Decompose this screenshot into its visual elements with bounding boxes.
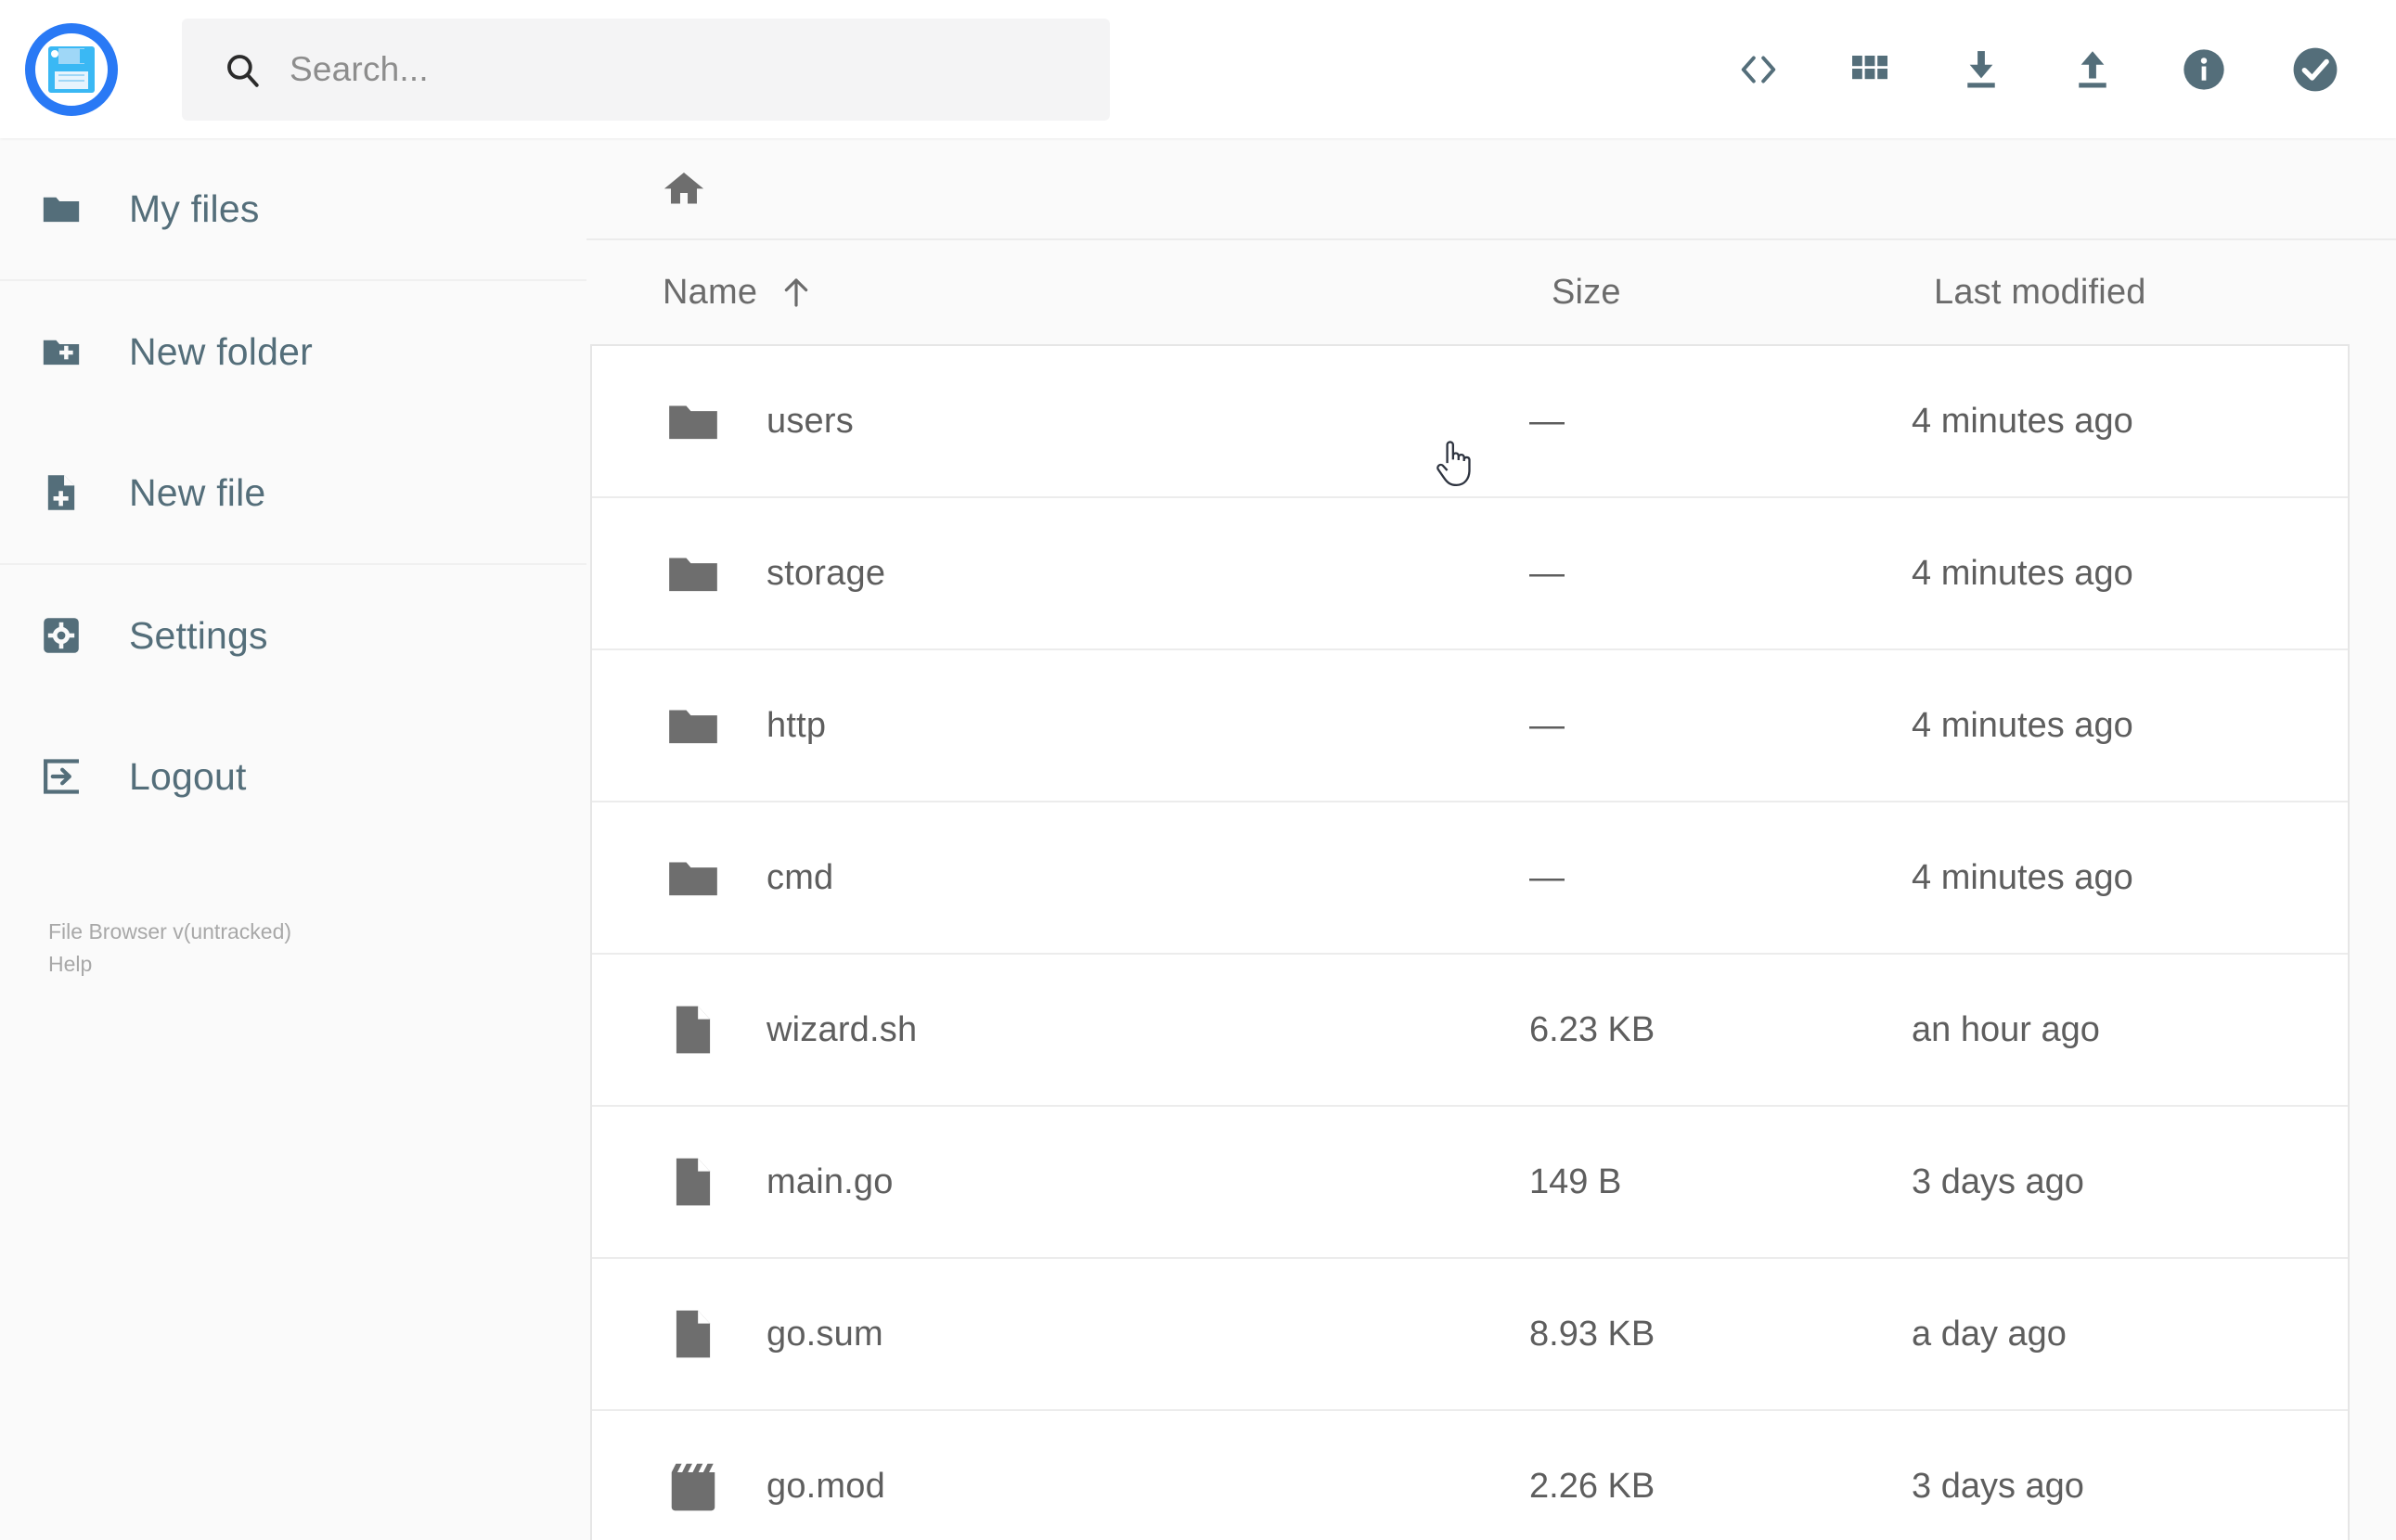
folder-icon [664, 392, 722, 450]
row-size: 2.26 KB [1529, 1466, 1655, 1506]
row-size: — [1529, 705, 1565, 745]
row-name: wizard.sh [766, 1009, 918, 1049]
file-listing: users — 4 minutes ago storage — 4 minutes ago… [590, 344, 2350, 1540]
sidebar-footer: File Browser v(untracked) Help [48, 916, 291, 981]
file-icon [664, 1001, 722, 1059]
column-label-name: Name [663, 272, 758, 312]
row-name: go.mod [766, 1466, 885, 1506]
row-modified: 4 minutes ago [1912, 401, 2133, 441]
row-modified: 3 days ago [1912, 1466, 2084, 1506]
sidebar-group-account: Settings Logout [0, 565, 586, 847]
grid-view-icon[interactable] [1845, 45, 1895, 95]
row-modified: an hour ago [1912, 1009, 2100, 1049]
check-circle-icon[interactable] [2290, 45, 2340, 95]
folder-icon [664, 545, 722, 602]
sidebar-item-logout[interactable]: Logout [0, 706, 586, 847]
table-row[interactable]: main.go 149 B 3 days ago [592, 1107, 2348, 1259]
row-size: 8.93 KB [1529, 1314, 1655, 1354]
sidebar-group-create: New folder New file [0, 281, 586, 565]
header-toolbar [1733, 45, 2340, 95]
file-plus-icon [40, 471, 83, 514]
sidebar-item-settings[interactable]: Settings [0, 565, 586, 706]
file-icon [664, 1305, 722, 1363]
row-name: go.sum [766, 1314, 883, 1354]
arrow-up-icon [778, 274, 815, 311]
table-row[interactable]: users — 4 minutes ago [592, 346, 2348, 498]
sidebar-item-new-file[interactable]: New file [0, 422, 586, 563]
app-logo[interactable] [23, 21, 120, 118]
help-link[interactable]: Help [48, 952, 93, 976]
folder-icon [40, 187, 83, 230]
row-size: — [1529, 553, 1565, 593]
row-size: 6.23 KB [1529, 1009, 1655, 1049]
row-modified: 4 minutes ago [1912, 857, 2133, 897]
row-name: storage [766, 553, 886, 593]
folder-icon [664, 697, 722, 754]
home-icon[interactable] [663, 167, 705, 210]
column-header-modified[interactable]: Last modified [1934, 272, 2146, 312]
row-name: users [766, 401, 854, 441]
app-version-text: File Browser v(untracked) [48, 919, 292, 943]
row-name: http [766, 705, 827, 745]
sidebar-item-label: New folder [129, 329, 313, 373]
row-name: cmd [766, 857, 834, 897]
sidebar-item-label: My files [129, 186, 260, 230]
column-header-size[interactable]: Size [1552, 272, 1621, 312]
gear-icon [40, 614, 83, 657]
folder-icon [664, 849, 722, 906]
folder-plus-icon [40, 330, 83, 373]
sidebar-item-new-folder[interactable]: New folder [0, 281, 586, 422]
table-row[interactable]: cmd — 4 minutes ago [592, 802, 2348, 955]
row-name: main.go [766, 1161, 894, 1201]
table-row[interactable]: go.mod 2.26 KB 3 days ago [592, 1411, 2348, 1540]
table-row[interactable]: wizard.sh 6.23 KB an hour ago [592, 955, 2348, 1107]
row-modified: a day ago [1912, 1314, 2067, 1354]
sidebar-group-files: My files [0, 138, 586, 281]
row-modified: 4 minutes ago [1912, 705, 2133, 745]
row-size: — [1529, 401, 1565, 441]
table-row[interactable]: storage — 4 minutes ago [592, 498, 2348, 650]
sidebar-item-my-files[interactable]: My files [0, 138, 586, 279]
sidebar: My files New folder [0, 138, 586, 1540]
upload-icon[interactable] [2068, 45, 2118, 95]
table-row[interactable]: go.sum 8.93 KB a day ago [592, 1259, 2348, 1411]
table-header: Name Size Last modified [586, 240, 2396, 344]
sidebar-item-label: Logout [129, 754, 247, 798]
logout-icon [40, 755, 83, 798]
main-content: Name Size Last modified users — 4 minutes … [586, 138, 2396, 1540]
search-placeholder: Search... [290, 49, 429, 88]
row-size: — [1529, 857, 1565, 897]
floppy-disk-logo-icon [25, 22, 118, 116]
search-input[interactable]: Search... [182, 18, 1110, 121]
breadcrumb [586, 138, 2396, 240]
sidebar-item-label: New file [129, 470, 266, 514]
row-modified: 4 minutes ago [1912, 553, 2133, 593]
movie-icon [664, 1457, 722, 1515]
download-icon[interactable] [1956, 45, 2006, 95]
sidebar-item-label: Settings [129, 613, 268, 657]
row-modified: 3 days ago [1912, 1161, 2084, 1201]
file-icon [664, 1153, 722, 1211]
row-size: 149 B [1529, 1161, 1622, 1201]
column-header-name[interactable]: Name [663, 273, 1552, 313]
app-header: Search... [0, 0, 2396, 138]
search-icon [223, 50, 262, 89]
code-brackets-icon[interactable] [1733, 45, 1784, 95]
table-row[interactable]: http — 4 minutes ago [592, 650, 2348, 802]
info-circle-icon[interactable] [2179, 45, 2229, 95]
